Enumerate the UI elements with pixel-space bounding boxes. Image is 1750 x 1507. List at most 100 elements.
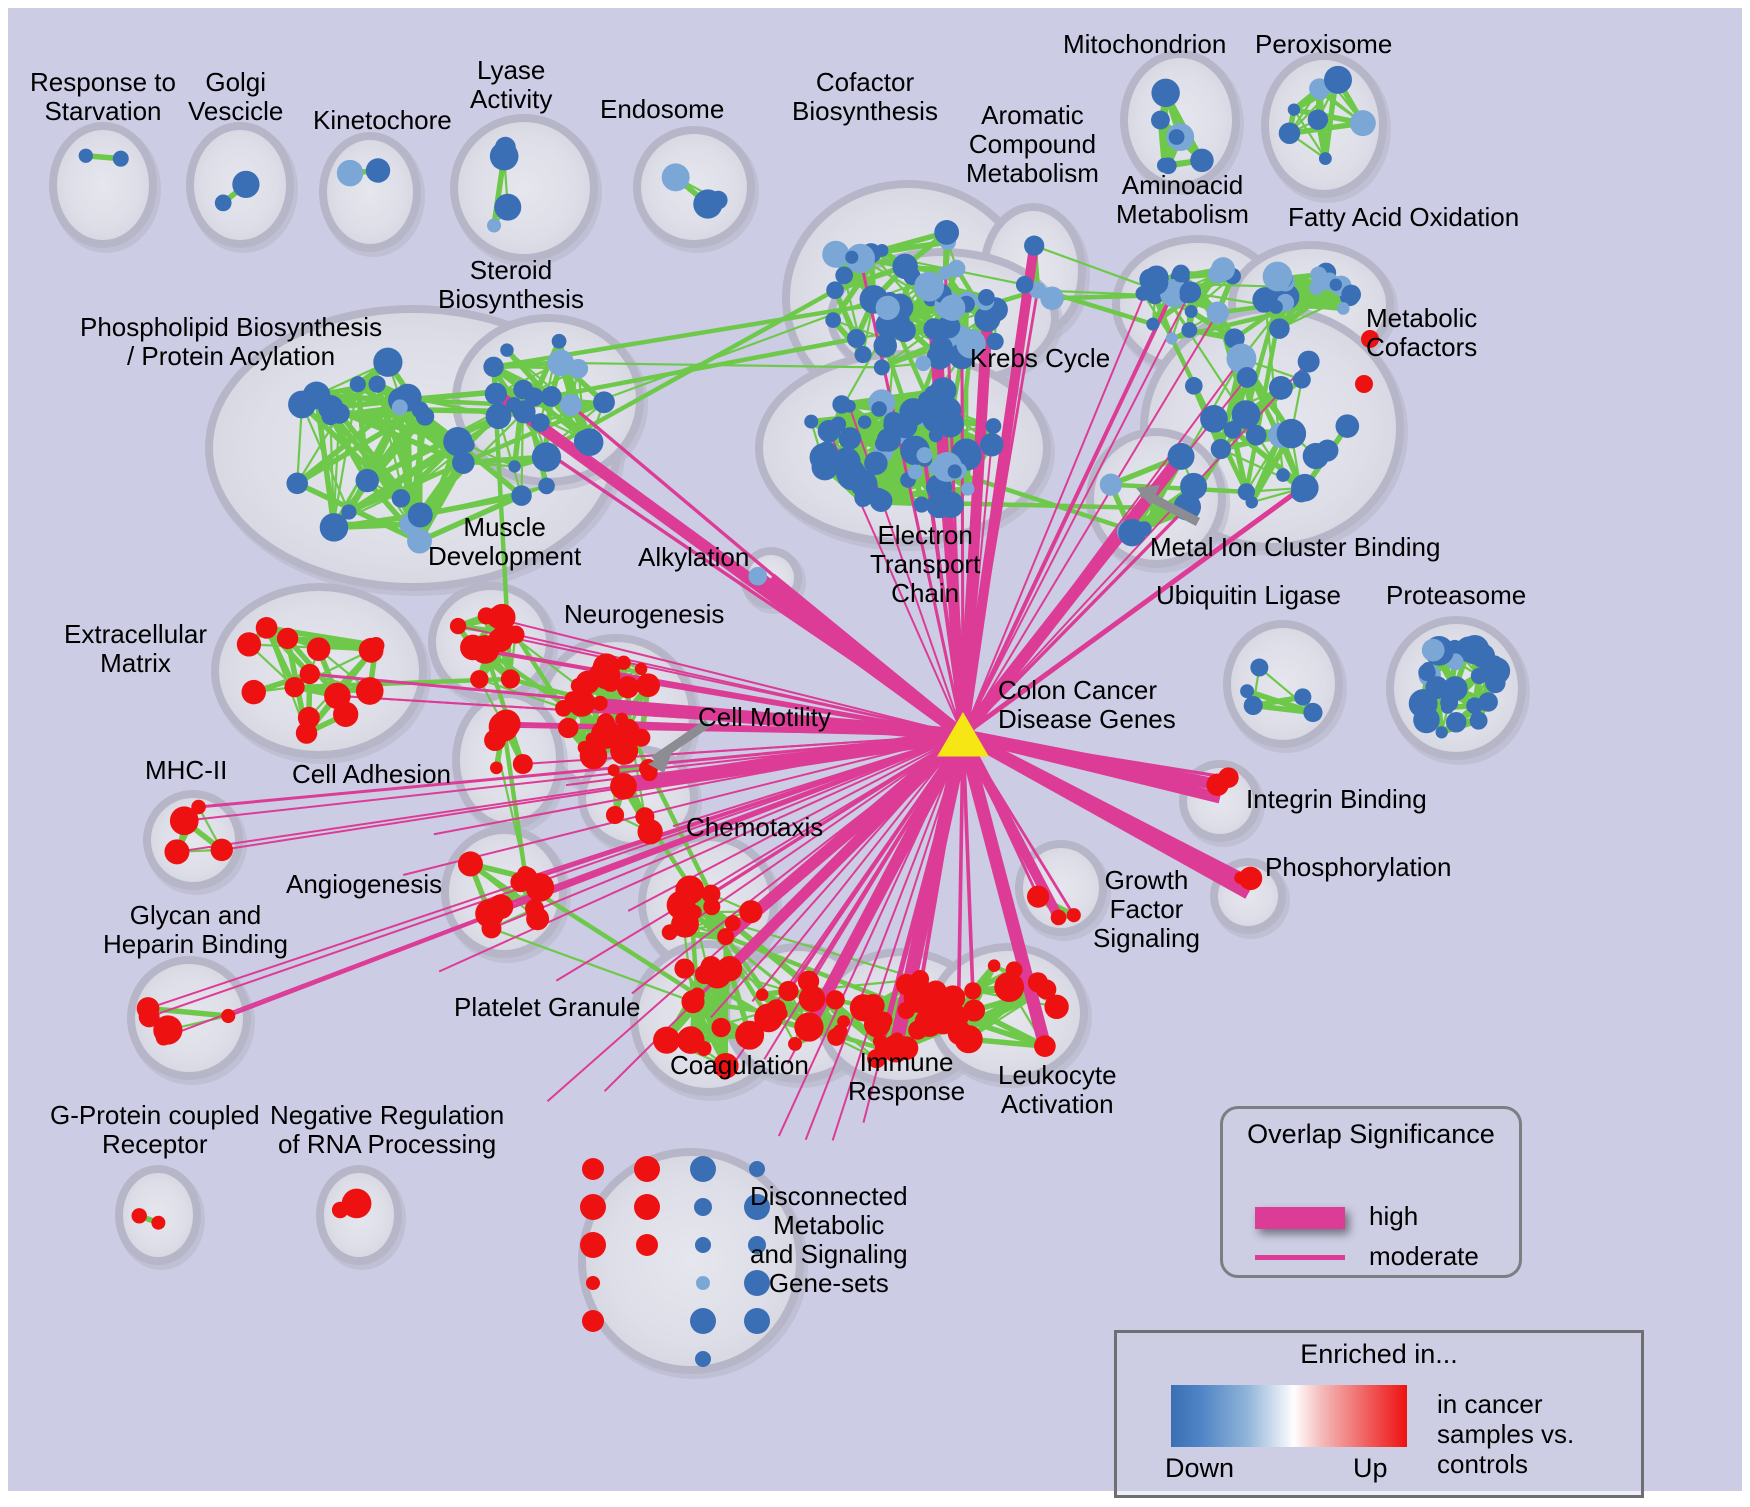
gene-set-node[interactable] <box>1180 472 1208 500</box>
gene-set-node[interactable] <box>653 1026 681 1054</box>
gene-set-node[interactable] <box>500 343 514 357</box>
gene-set-node[interactable] <box>1210 438 1232 460</box>
gene-set-node[interactable] <box>1250 658 1269 677</box>
gene-set-node[interactable] <box>577 740 592 755</box>
gene-set-node[interactable] <box>288 390 316 419</box>
gene-set-node[interactable] <box>1268 375 1293 400</box>
gene-set-node[interactable] <box>164 839 190 865</box>
gene-set-node[interactable] <box>407 528 432 554</box>
gene-set-node[interactable] <box>1226 343 1257 374</box>
gene-set-node[interactable] <box>939 294 966 321</box>
gene-set-node[interactable] <box>1349 110 1376 137</box>
gene-set-node[interactable] <box>151 1215 166 1230</box>
gene-set-node[interactable] <box>1252 287 1278 313</box>
gene-set-node[interactable] <box>524 387 544 407</box>
gene-set-node[interactable] <box>477 607 495 625</box>
gene-set-node[interactable] <box>452 451 475 474</box>
gene-set-node[interactable] <box>1237 483 1255 501</box>
gene-set-node[interactable] <box>1466 697 1483 715</box>
cluster-region-ubiquitin-ligase[interactable] <box>1231 628 1335 740</box>
gene-set-node[interactable] <box>299 663 320 685</box>
gene-set-node[interactable] <box>391 399 408 416</box>
gene-set-node[interactable] <box>1276 418 1307 449</box>
gene-set-node[interactable] <box>899 398 928 426</box>
disconnected-gene-set-node[interactable] <box>690 1156 716 1182</box>
gene-set-node[interactable] <box>947 464 962 479</box>
gene-set-node[interactable] <box>407 502 433 528</box>
gene-set-node[interactable] <box>78 148 93 163</box>
disconnected-gene-set-node[interactable] <box>695 1237 711 1253</box>
gene-set-node[interactable] <box>907 464 923 480</box>
disconnected-gene-set-node[interactable] <box>580 1232 606 1258</box>
gene-set-node[interactable] <box>511 485 532 506</box>
gene-set-node[interactable] <box>537 443 554 459</box>
gene-set-node[interactable] <box>1336 302 1350 315</box>
gene-set-node[interactable] <box>506 397 522 413</box>
gene-set-node[interactable] <box>822 240 850 268</box>
gene-set-node[interactable] <box>825 990 845 1010</box>
gene-set-node[interactable] <box>486 218 502 233</box>
disconnected-gene-set-node[interactable] <box>749 1161 765 1177</box>
gene-set-node[interactable] <box>739 900 763 924</box>
gene-set-node[interactable] <box>555 700 572 717</box>
gene-set-node[interactable] <box>1118 518 1146 547</box>
gene-set-node[interactable] <box>986 332 1004 351</box>
gene-set-node[interactable] <box>937 315 961 339</box>
gene-set-node[interactable] <box>1478 692 1498 712</box>
gene-set-node[interactable] <box>1181 322 1198 338</box>
gene-set-node[interactable] <box>794 1012 824 1042</box>
gene-set-node[interactable] <box>940 985 966 1011</box>
gene-set-node[interactable] <box>596 713 615 731</box>
gene-set-node[interactable] <box>1172 264 1190 283</box>
gene-set-node[interactable] <box>868 487 889 508</box>
cluster-region-kinetochore[interactable] <box>327 140 413 244</box>
gene-set-node[interactable] <box>755 988 769 1001</box>
gene-set-node[interactable] <box>525 899 545 919</box>
gene-set-node[interactable] <box>634 662 648 676</box>
gene-set-node[interactable] <box>837 1015 850 1029</box>
gene-set-node[interactable] <box>865 1008 887 1030</box>
gene-set-node[interactable] <box>1190 148 1214 173</box>
gene-set-node[interactable] <box>909 979 934 1005</box>
gene-set-node[interactable] <box>1044 994 1069 1020</box>
gene-set-node[interactable] <box>443 426 473 457</box>
gene-set-node[interactable] <box>1151 110 1170 130</box>
gene-set-node[interactable] <box>1435 726 1448 739</box>
gene-set-node[interactable] <box>1218 767 1239 788</box>
gene-set-node[interactable] <box>1200 404 1228 433</box>
gene-set-node[interactable] <box>1310 266 1327 284</box>
gene-set-node[interactable] <box>883 411 904 432</box>
gene-set-node[interactable] <box>636 673 661 698</box>
gene-set-node[interactable] <box>914 271 945 302</box>
gene-set-node[interactable] <box>593 391 615 414</box>
gene-set-node[interactable] <box>916 447 933 464</box>
gene-set-node[interactable] <box>1290 481 1312 503</box>
gene-set-node[interactable] <box>641 764 658 782</box>
gene-set-node[interactable] <box>1312 85 1328 101</box>
gene-set-node[interactable] <box>832 395 851 414</box>
gene-set-node[interactable] <box>276 627 299 650</box>
gene-set-node[interactable] <box>735 1020 765 1050</box>
gene-set-node[interactable] <box>286 472 309 495</box>
gene-set-node[interactable] <box>494 193 522 221</box>
gene-set-node[interactable] <box>558 717 579 739</box>
gene-set-node[interactable] <box>306 637 331 661</box>
disconnected-gene-set-node[interactable] <box>744 1308 770 1334</box>
gene-set-node[interactable] <box>1413 706 1440 734</box>
gene-set-node[interactable] <box>1425 676 1449 700</box>
gene-set-node[interactable] <box>191 799 206 815</box>
gene-set-node[interactable] <box>1421 662 1435 675</box>
gene-set-node[interactable] <box>512 754 533 775</box>
gene-set-node[interactable] <box>674 958 695 979</box>
gene-set-node[interactable] <box>367 637 385 654</box>
gene-set-node[interactable] <box>809 443 838 472</box>
gene-set-node[interactable] <box>490 761 503 775</box>
gene-set-node[interactable] <box>1303 702 1323 723</box>
gene-set-node[interactable] <box>1167 442 1195 470</box>
disconnected-gene-set-node[interactable] <box>696 1276 710 1290</box>
gene-set-node[interactable] <box>255 616 278 639</box>
gene-set-node[interactable] <box>373 347 403 377</box>
cluster-region-disconnected-gene-sets[interactable] <box>586 1156 796 1366</box>
gene-set-node[interactable] <box>508 460 521 473</box>
gene-set-node[interactable] <box>826 281 844 300</box>
